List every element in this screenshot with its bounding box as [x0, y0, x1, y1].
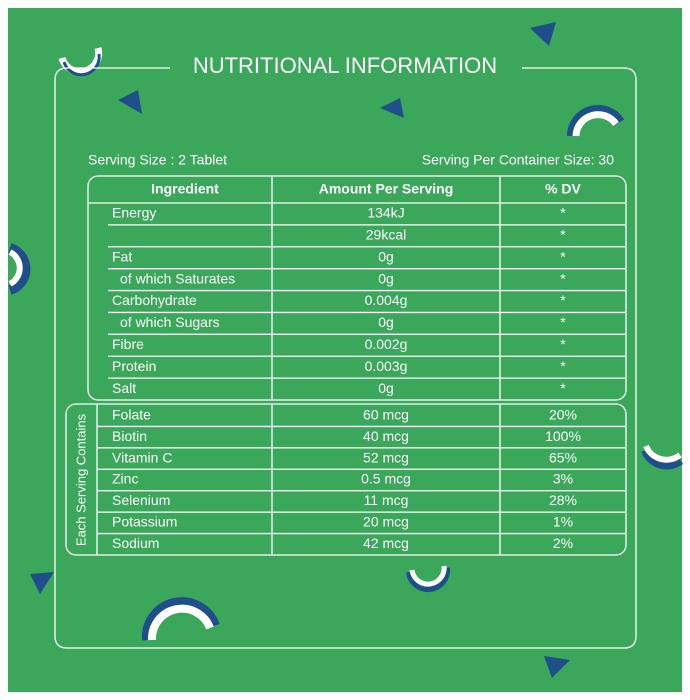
micros-label: Each Serving Contains — [73, 413, 88, 546]
amount: 60 mcg — [363, 406, 409, 422]
dv: 2% — [553, 535, 573, 551]
servings-per-container: Serving Per Container Size: 30 — [422, 152, 614, 168]
ingredient: of which Sugars — [120, 314, 220, 330]
ingredient: Energy — [112, 205, 156, 221]
dv: 65% — [549, 449, 577, 465]
dv: 28% — [549, 492, 577, 508]
amount: 11 mcg — [364, 492, 409, 508]
header-cell: % DV — [545, 181, 581, 197]
ingredient: Salt — [112, 380, 136, 396]
amount: 0g — [378, 270, 394, 286]
dv: * — [560, 227, 566, 243]
decorations — [8, 22, 684, 678]
header-cell: Amount Per Serving — [319, 181, 454, 197]
dv: * — [560, 358, 566, 374]
ingredient: of which Saturates — [120, 270, 235, 286]
amount: 40 mcg — [363, 428, 409, 444]
border — [54, 67, 637, 649]
dv: * — [560, 248, 566, 264]
amount: 0g — [378, 248, 394, 264]
dv: * — [560, 336, 566, 352]
serving-size: Serving Size : 2 Tablet — [88, 152, 227, 168]
ingredient: Carbohydrate — [112, 292, 197, 308]
amount: 0.5 mcg — [361, 471, 411, 487]
micros-table — [65, 403, 627, 556]
ingredient: Sodium — [112, 535, 159, 551]
title: NUTRITIONAL INFORMATION — [193, 53, 497, 78]
ingredient: Selenium — [112, 492, 170, 508]
dv: * — [560, 314, 566, 330]
amount: 20 mcg — [363, 514, 409, 530]
header-cell: Ingredient — [151, 181, 219, 197]
ingredient: Protein — [112, 358, 156, 374]
amount: 0g — [378, 314, 394, 330]
amount: 0.004g — [365, 292, 408, 308]
amount: 42 mcg — [363, 535, 409, 551]
ingredient: Potassium — [112, 514, 177, 530]
amount: 134kJ — [367, 205, 404, 221]
amount: 0.002g — [365, 336, 408, 352]
ingredient: Biotin — [112, 428, 147, 444]
main-table — [87, 175, 627, 401]
ingredient: Vitamin C — [112, 449, 172, 465]
ingredient: Folate — [112, 406, 151, 422]
amount: 0g — [378, 380, 394, 396]
dv: 100% — [545, 428, 581, 444]
dv: * — [560, 380, 566, 396]
amount: 52 mcg — [363, 449, 409, 465]
dv: 3% — [553, 471, 573, 487]
ingredient: Zinc — [112, 471, 138, 487]
ingredient: Fat — [112, 248, 132, 264]
dv: * — [560, 270, 566, 286]
background — [8, 8, 682, 692]
dv: 1% — [553, 514, 573, 530]
amount: 0.003g — [365, 358, 408, 374]
dv: 20% — [549, 406, 577, 422]
dv: * — [560, 292, 566, 308]
dv: * — [560, 205, 566, 221]
amount: 29kcal — [366, 227, 406, 243]
ingredient: Fibre — [112, 336, 144, 352]
